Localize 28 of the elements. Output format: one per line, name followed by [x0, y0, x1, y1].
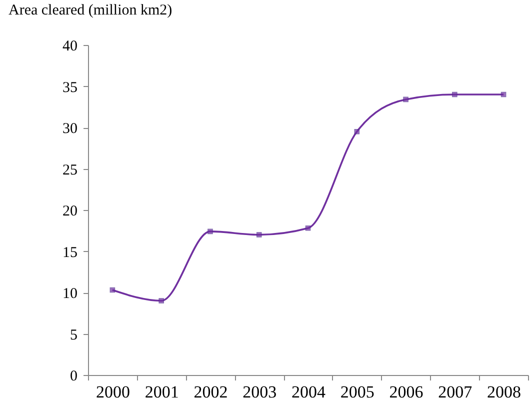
point	[452, 92, 458, 98]
y-tick-label: 15	[62, 244, 78, 261]
x-tick-label: 2005	[340, 382, 374, 402]
y-tick-label: 25	[62, 162, 78, 178]
point	[208, 228, 213, 234]
x-tick-label: 2008	[487, 382, 522, 402]
x-tick-label: 2000	[96, 382, 130, 402]
point	[305, 226, 311, 231]
x-tick-label: 2001	[144, 382, 179, 402]
y-tick-label: 5	[70, 327, 78, 344]
y-tick-label: 30	[62, 121, 78, 137]
point	[110, 287, 116, 293]
x-tick-label: 2002	[194, 382, 228, 402]
y-tick-label: 10	[62, 286, 78, 302]
y-tick-label: 40	[62, 38, 78, 54]
x-tick-label: 2006	[389, 382, 424, 402]
y-tick-label: 35	[62, 80, 78, 96]
x-tick-label: 2007	[438, 382, 473, 402]
point	[354, 128, 360, 134]
y-axis-title: Area cleared (million km2)	[8, 2, 172, 18]
y-tick-label: 0	[70, 368, 78, 384]
x-tick-label: 2003	[242, 382, 277, 402]
x-tick-label: 2004	[292, 382, 326, 402]
y-tick-label: 20	[62, 204, 78, 220]
point	[158, 298, 164, 304]
point	[256, 232, 262, 238]
point	[500, 92, 506, 98]
point	[403, 96, 408, 102]
